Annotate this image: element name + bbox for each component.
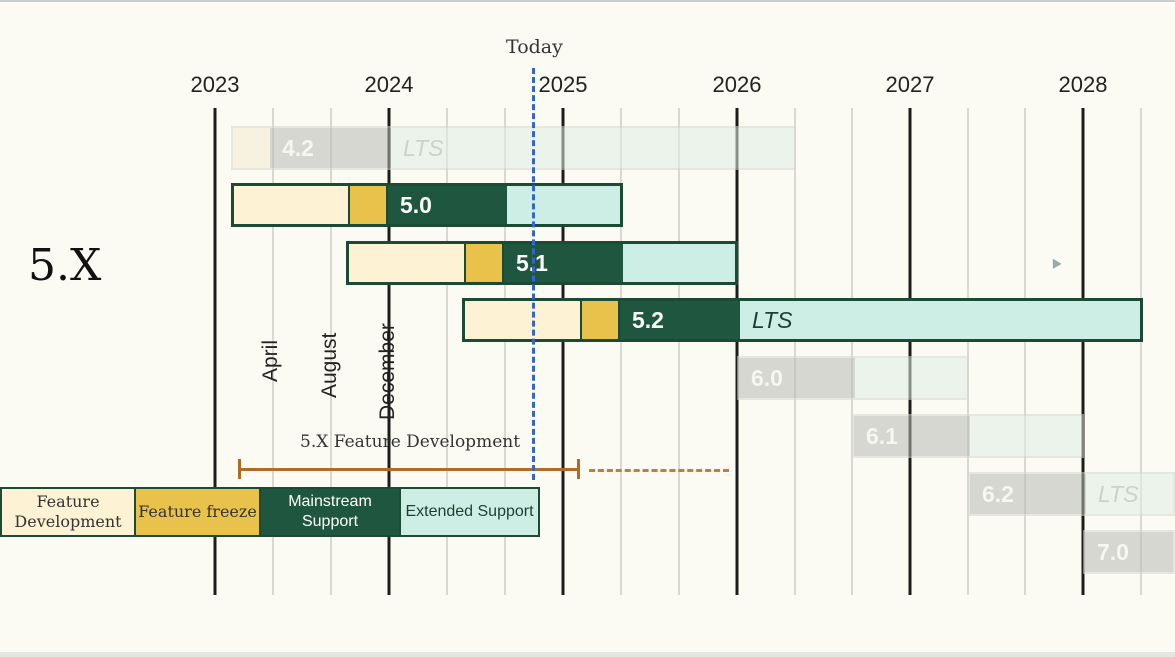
gridline-2028 — [1081, 108, 1085, 595]
feature-development-segment — [349, 244, 466, 282]
release-label-6-0: 6.0 — [739, 358, 855, 398]
gridline-minor — [851, 108, 853, 595]
legend: Feature Development Feature freeze Mains… — [0, 487, 540, 537]
year-label-2025: 2025 — [538, 72, 588, 97]
release-bar-5-0: 5.0 — [231, 183, 623, 227]
release-label-5-2: 5.2 — [620, 301, 740, 339]
legend-feature-development: Feature Development — [2, 489, 136, 535]
release-label-5-1: 5.1 — [504, 244, 623, 282]
release-label-5-0: 5.0 — [388, 186, 507, 224]
release-label-4-2: 4.2 — [270, 128, 391, 168]
extended-support-segment — [507, 186, 620, 224]
feature-freeze-segment — [466, 244, 504, 282]
feature-development-caption: 5.X Feature Development — [300, 432, 521, 452]
month-label-august: August — [318, 332, 341, 398]
feature-development-segment — [234, 186, 350, 224]
mouse-cursor-icon — [1048, 256, 1062, 269]
release-bar-5-2: 5.2 LTS — [462, 298, 1143, 342]
gridline-minor — [504, 108, 506, 595]
year-label-2024: 2024 — [364, 72, 414, 97]
extended-support-segment — [970, 416, 1082, 456]
lts-label: LTS — [1086, 474, 1173, 514]
gridline-2027 — [908, 108, 912, 595]
month-label-april: April — [259, 339, 282, 382]
release-bar-4-2: 4.2 LTS — [231, 126, 796, 170]
gridline-2023 — [213, 108, 217, 595]
bracket-start-tick — [238, 459, 241, 479]
release-bar-6-2: 6.2 LTS — [968, 472, 1175, 516]
year-label-2026: 2026 — [712, 72, 762, 97]
feature-development-bracket — [239, 468, 579, 471]
release-bar-5-1: 5.1 — [346, 241, 738, 285]
gridline-minor — [794, 108, 796, 595]
month-label-december: December — [376, 323, 399, 420]
legend-mainstream-support: Mainstream Support — [261, 489, 401, 535]
release-bar-6-1: 6.1 — [852, 414, 1084, 458]
top-border — [0, 0, 1175, 2]
gridline-minor — [967, 108, 969, 595]
release-label-7-0: 7.0 — [1085, 532, 1173, 572]
feature-freeze-segment — [582, 301, 620, 339]
release-bar-6-0: 6.0 — [737, 356, 969, 400]
lts-label: LTS — [740, 301, 1140, 339]
release-label-6-2: 6.2 — [970, 474, 1086, 514]
gridline-minor — [620, 108, 622, 595]
feature-development-segment — [233, 128, 270, 168]
year-label-2028: 2028 — [1058, 72, 1108, 97]
release-bar-7-0: 7.0 — [1083, 530, 1175, 574]
legend-extended-support: Extended Support — [401, 489, 538, 535]
today-label: Today — [506, 36, 563, 58]
gridline-minor — [1140, 108, 1142, 595]
lts-label: LTS — [391, 128, 794, 168]
feature-development-segment — [465, 301, 582, 339]
gridline-2025 — [561, 108, 565, 595]
feature-freeze-segment — [350, 186, 388, 224]
year-label-2023: 2023 — [190, 72, 240, 97]
release-label-6-1: 6.1 — [854, 416, 970, 456]
gridline-2024 — [387, 108, 391, 595]
gridline-2026 — [735, 108, 739, 595]
gridline-minor — [272, 108, 274, 595]
extended-support-segment — [855, 358, 967, 398]
bracket-end-tick — [577, 459, 580, 479]
bottom-border — [0, 652, 1175, 657]
series-label: 5.X — [28, 240, 102, 291]
feature-development-continuation — [589, 469, 729, 472]
gridline-minor — [1024, 108, 1026, 595]
today-marker-line — [532, 68, 535, 480]
year-label-2027: 2027 — [885, 72, 935, 97]
gridline-minor — [330, 108, 332, 595]
extended-support-segment — [623, 244, 735, 282]
gridline-minor — [678, 108, 680, 595]
gridline-minor — [446, 108, 448, 595]
legend-feature-freeze: Feature freeze — [136, 489, 261, 535]
